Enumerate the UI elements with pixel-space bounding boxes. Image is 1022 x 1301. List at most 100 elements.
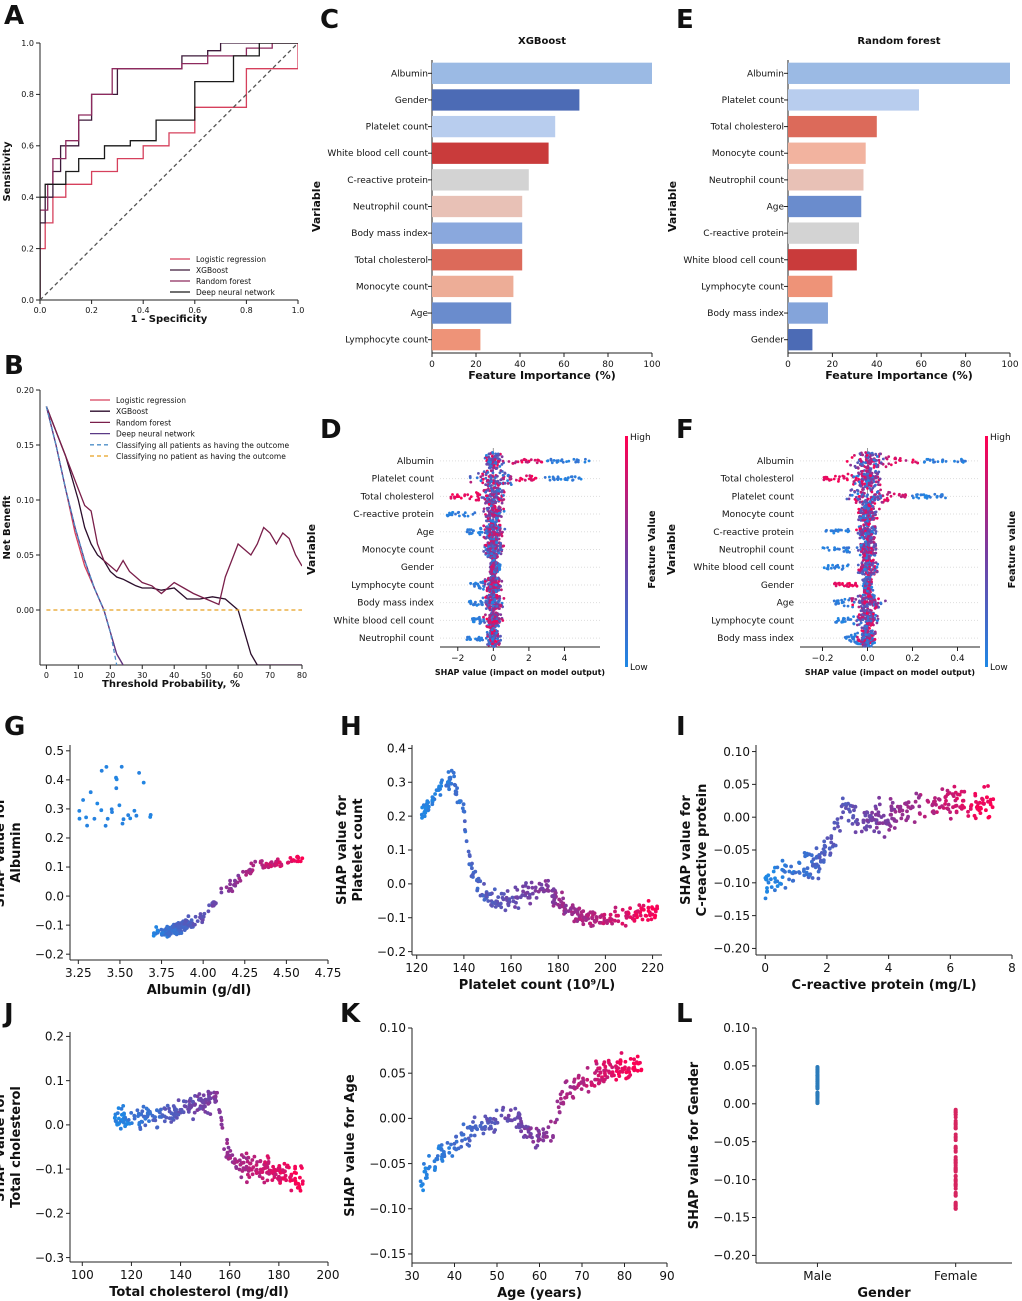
dependence-point — [449, 1142, 453, 1147]
dependence-point — [298, 1188, 303, 1193]
shap-point — [469, 602, 473, 606]
shap-point — [496, 459, 500, 463]
shap-point — [840, 568, 844, 571]
legend-label: Random forest — [116, 418, 171, 427]
dependence-point — [877, 795, 881, 800]
shap-point — [861, 469, 864, 473]
shap-point — [487, 587, 491, 591]
shap-point — [856, 497, 860, 501]
dependence-point — [95, 801, 100, 806]
x-tick-label: 4.50 — [273, 966, 300, 980]
shap-point — [828, 479, 831, 482]
shap-point — [482, 470, 486, 473]
shap-point — [940, 493, 943, 497]
dependence-point — [271, 1164, 275, 1169]
x-tick-label: 60 — [233, 671, 243, 680]
y-tick-label: 0.05 — [379, 1066, 406, 1080]
shap-point — [551, 475, 555, 479]
x-axis-label: Age (years) — [497, 1286, 582, 1301]
shap-point — [871, 562, 875, 565]
x-tick-label: 160 — [500, 961, 523, 975]
dependence-point — [84, 815, 88, 820]
shap-point — [859, 459, 863, 463]
series-line — [45, 406, 124, 665]
dependence-point — [609, 917, 613, 921]
shap-point — [824, 475, 827, 479]
dependence-point — [802, 873, 807, 878]
shap-point — [904, 459, 908, 462]
dependence-point — [520, 893, 525, 897]
shap-point — [842, 604, 846, 608]
feature-label: Neutrophil count — [719, 546, 795, 556]
shap-point — [484, 476, 488, 480]
y-tick-label: 0.2 — [21, 244, 34, 253]
dependence-point — [816, 876, 821, 881]
shap-point — [866, 622, 869, 626]
dependence-point — [946, 807, 951, 812]
dependence-point — [821, 858, 826, 862]
shap-point — [875, 476, 878, 480]
x-tick-label: 0.2 — [905, 654, 919, 664]
shap-point — [478, 622, 482, 625]
shap-point — [587, 459, 591, 463]
dependence-point — [263, 1160, 267, 1164]
shap-point — [494, 509, 498, 513]
shap-point — [856, 623, 859, 627]
shap-point — [870, 547, 873, 550]
shap-point — [501, 530, 504, 534]
dependence-point — [501, 1105, 506, 1110]
dependence-point — [864, 827, 869, 832]
shap-point — [868, 528, 872, 532]
shap-point — [856, 461, 860, 464]
shap-point — [837, 480, 840, 483]
dependence-point — [453, 783, 458, 788]
shap-point — [852, 600, 856, 604]
legend-label: Logistic regression — [196, 255, 266, 264]
shap-point — [868, 594, 872, 597]
panel-j: 100 120 140 160 180 200−0.3−0.2−0.10.00.10.2T… — [0, 1030, 339, 1300]
shap-point — [834, 620, 837, 624]
shap-point — [491, 642, 494, 646]
category-label: Gender — [751, 336, 784, 346]
shap-point — [494, 613, 498, 617]
shap-point — [518, 479, 521, 483]
dependence-point — [213, 1100, 218, 1104]
shap-point — [482, 615, 485, 619]
dependence-point — [197, 1097, 201, 1102]
shap-point — [832, 599, 836, 603]
dependence-point — [649, 917, 654, 922]
shap-point — [876, 473, 879, 476]
shap-point — [481, 477, 485, 481]
shap-point — [474, 582, 477, 586]
category-label: Age — [767, 203, 785, 213]
x-axis-label: Threshold Probability, % — [102, 679, 240, 690]
shap-point — [572, 457, 576, 461]
x-tick-label: 140 — [452, 961, 475, 975]
x-axis-label: Platelet count (10⁹/L) — [459, 978, 615, 993]
shap-point — [879, 496, 883, 500]
shap-point — [489, 585, 492, 588]
x-tick-label: 0.4 — [137, 306, 150, 315]
dependence-point — [254, 1171, 259, 1175]
shap-point — [869, 484, 873, 488]
dependence-point — [533, 888, 538, 893]
shap-point — [867, 644, 870, 647]
shap-point — [848, 618, 852, 621]
dependence-point — [545, 887, 550, 892]
x-tick-label: 70 — [574, 1269, 589, 1283]
feature-label: Neutrophil count — [359, 634, 435, 644]
shap-point — [871, 601, 874, 604]
shap-point — [574, 460, 578, 463]
dependence-point — [791, 878, 796, 883]
shap-point — [475, 604, 479, 607]
category-label: C-reactive protein — [703, 229, 784, 239]
dependence-point — [592, 911, 597, 916]
dependence-point — [873, 804, 878, 809]
shap-point — [877, 597, 880, 601]
shap-point — [854, 478, 858, 482]
dependence-point — [879, 815, 884, 819]
x-tick-label: 120 — [405, 961, 428, 975]
shap-point — [492, 540, 495, 543]
dependence-point — [177, 921, 182, 926]
